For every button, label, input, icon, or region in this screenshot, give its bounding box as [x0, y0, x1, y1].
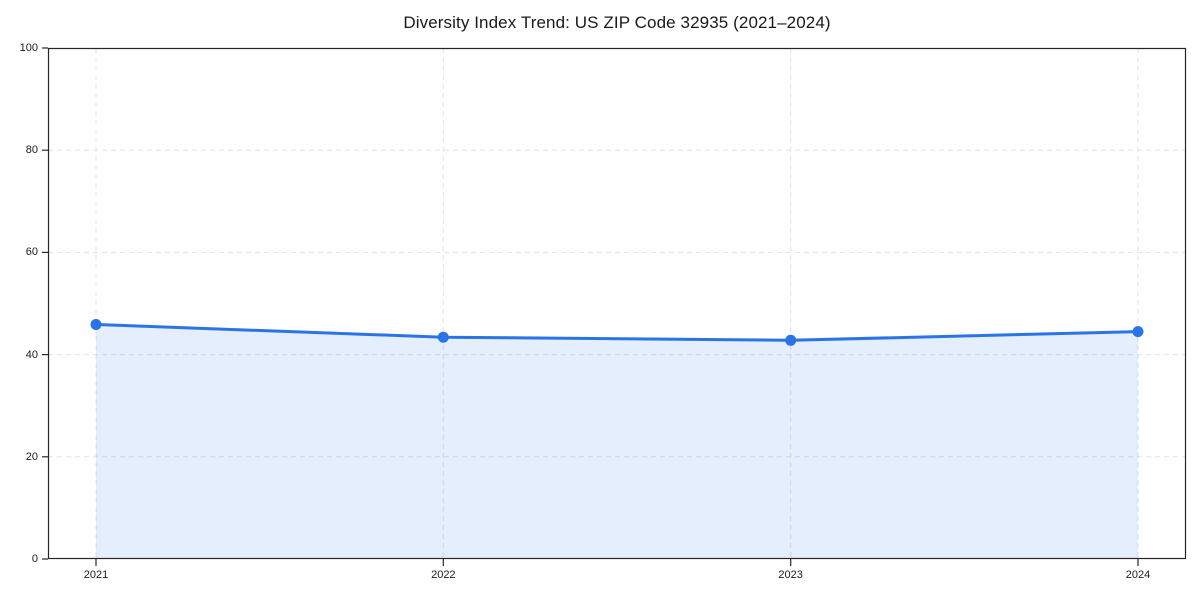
data-point — [785, 334, 797, 346]
plot-border — [47, 47, 1187, 560]
x-tick-label: 2021 — [83, 569, 109, 581]
data-point — [1132, 326, 1144, 338]
y-tick-label: 60 — [25, 246, 38, 259]
chart-title: Diversity Index Trend: US ZIP Code 32935… — [403, 13, 831, 32]
y-tick-label: 0 — [31, 553, 38, 565]
trend-line — [94, 323, 1140, 342]
data-point — [437, 331, 449, 343]
x-tick-label: 2024 — [1125, 569, 1151, 581]
y-tick-label: 40 — [25, 348, 38, 361]
y-tick-label: 20 — [25, 450, 38, 463]
x-tick-label: 2022 — [431, 569, 456, 581]
plot-area — [42, 47, 1187, 566]
data-point — [90, 319, 102, 330]
x-tick-label: 2023 — [778, 569, 803, 581]
chart-svg — [42, 47, 1187, 566]
area-fill — [96, 324, 1138, 559]
y-tick-label: 80 — [25, 144, 38, 157]
y-tick-label: 100 — [19, 42, 38, 54]
